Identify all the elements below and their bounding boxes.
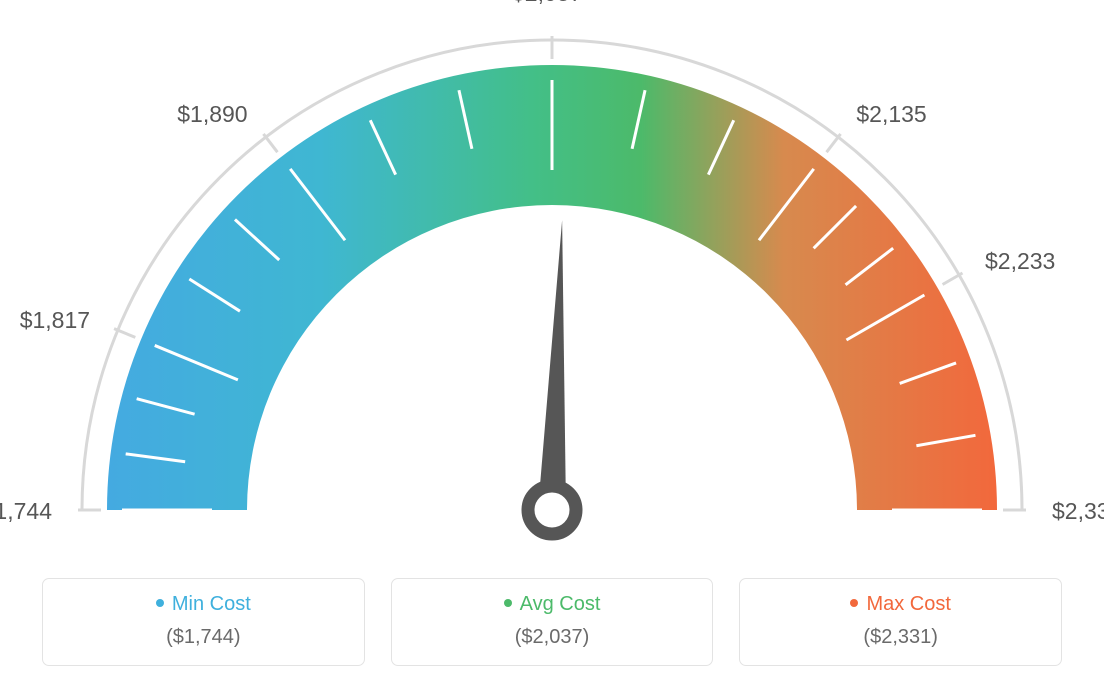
legend-title-text: Max Cost xyxy=(866,593,950,615)
legend-title-min: Min Cost xyxy=(53,593,354,616)
gauge-tick-label: $2,233 xyxy=(985,248,1055,275)
gauge-svg xyxy=(62,0,1042,560)
gauge-tick-label: $2,135 xyxy=(856,101,926,128)
legend-row: Min Cost ($1,744) Avg Cost ($2,037) Max … xyxy=(42,578,1062,666)
gauge-tick-label: $2,331 xyxy=(1052,498,1104,525)
legend-card-max: Max Cost ($2,331) xyxy=(739,578,1062,666)
legend-title-text: Min Cost xyxy=(172,593,251,615)
legend-value-avg: ($2,037) xyxy=(402,626,703,649)
legend-title-text: Avg Cost xyxy=(520,593,601,615)
cost-gauge-infographic: $1,744 $1,817 $1,890 $2,037 $2,135 $2,233 $2,3… xyxy=(0,0,1104,690)
gauge-tick-label: $1,890 xyxy=(168,101,248,128)
gauge-tick-label: $1,817 xyxy=(10,307,90,334)
dot-icon xyxy=(850,599,858,607)
gauge-tick-label: $1,744 xyxy=(0,498,52,525)
legend-title-max: Max Cost xyxy=(750,593,1051,616)
gauge-chart: $1,744$1,817$1,890$2,037$2,135$2,233$2,3… xyxy=(62,0,1042,560)
gauge-tick-label: $2,037 xyxy=(512,0,582,7)
legend-card-min: Min Cost ($1,744) xyxy=(42,578,365,666)
legend-value-max: ($2,331) xyxy=(750,626,1051,649)
legend-title-avg: Avg Cost xyxy=(402,593,703,616)
legend-value-min: ($1,744) xyxy=(53,626,354,649)
legend-card-avg: Avg Cost ($2,037) xyxy=(391,578,714,666)
dot-icon xyxy=(156,599,164,607)
dot-icon xyxy=(504,599,512,607)
